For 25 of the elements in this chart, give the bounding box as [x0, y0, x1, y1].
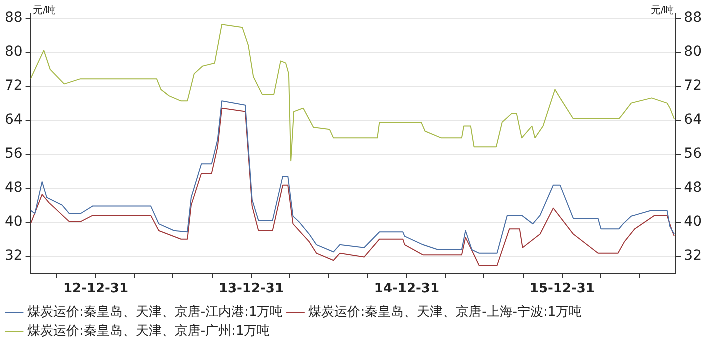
y-tick-label: 56: [4, 146, 23, 162]
y2-tick-label: 56: [684, 146, 702, 162]
y-tick-label: 40: [4, 214, 23, 230]
y-tick-label: 32: [4, 248, 23, 264]
y2-tick-label: 32: [684, 248, 702, 264]
y-tick-label: 72: [4, 78, 23, 94]
legend-label: 煤炭运价:秦皇岛、天津、京唐-广州:1万吨: [28, 324, 270, 339]
y2-tick-label: 64: [684, 112, 702, 128]
x-tick-label: 12-12-31: [63, 282, 129, 297]
x-tick-label: 15-12-31: [530, 282, 595, 297]
x-tick-label: 14-12-31: [374, 282, 440, 297]
y2-tick-label: 40: [684, 214, 702, 230]
y2-tick-label: 48: [684, 180, 702, 196]
y2-tick-label: 72: [684, 78, 702, 94]
y2-tick-label: 80: [684, 44, 702, 60]
legend-label: 煤炭运价:秦皇岛、天津、京唐-江内港:1万吨: [28, 304, 284, 320]
y-axis-title: 元/吨: [32, 4, 56, 17]
y-tick-label: 88: [4, 10, 23, 26]
y-tick-label: 64: [4, 112, 23, 128]
y-tick-label: 48: [4, 180, 23, 196]
y2-tick-label: 88: [684, 10, 702, 26]
legend-label: 煤炭运价:秦皇岛、天津、京唐-上海-宁波:1万吨: [308, 304, 582, 320]
x-tick-label: 13-12-31: [218, 282, 284, 297]
y-tick-label: 80: [4, 44, 23, 60]
y2-axis-title: 元/吨: [650, 4, 674, 17]
